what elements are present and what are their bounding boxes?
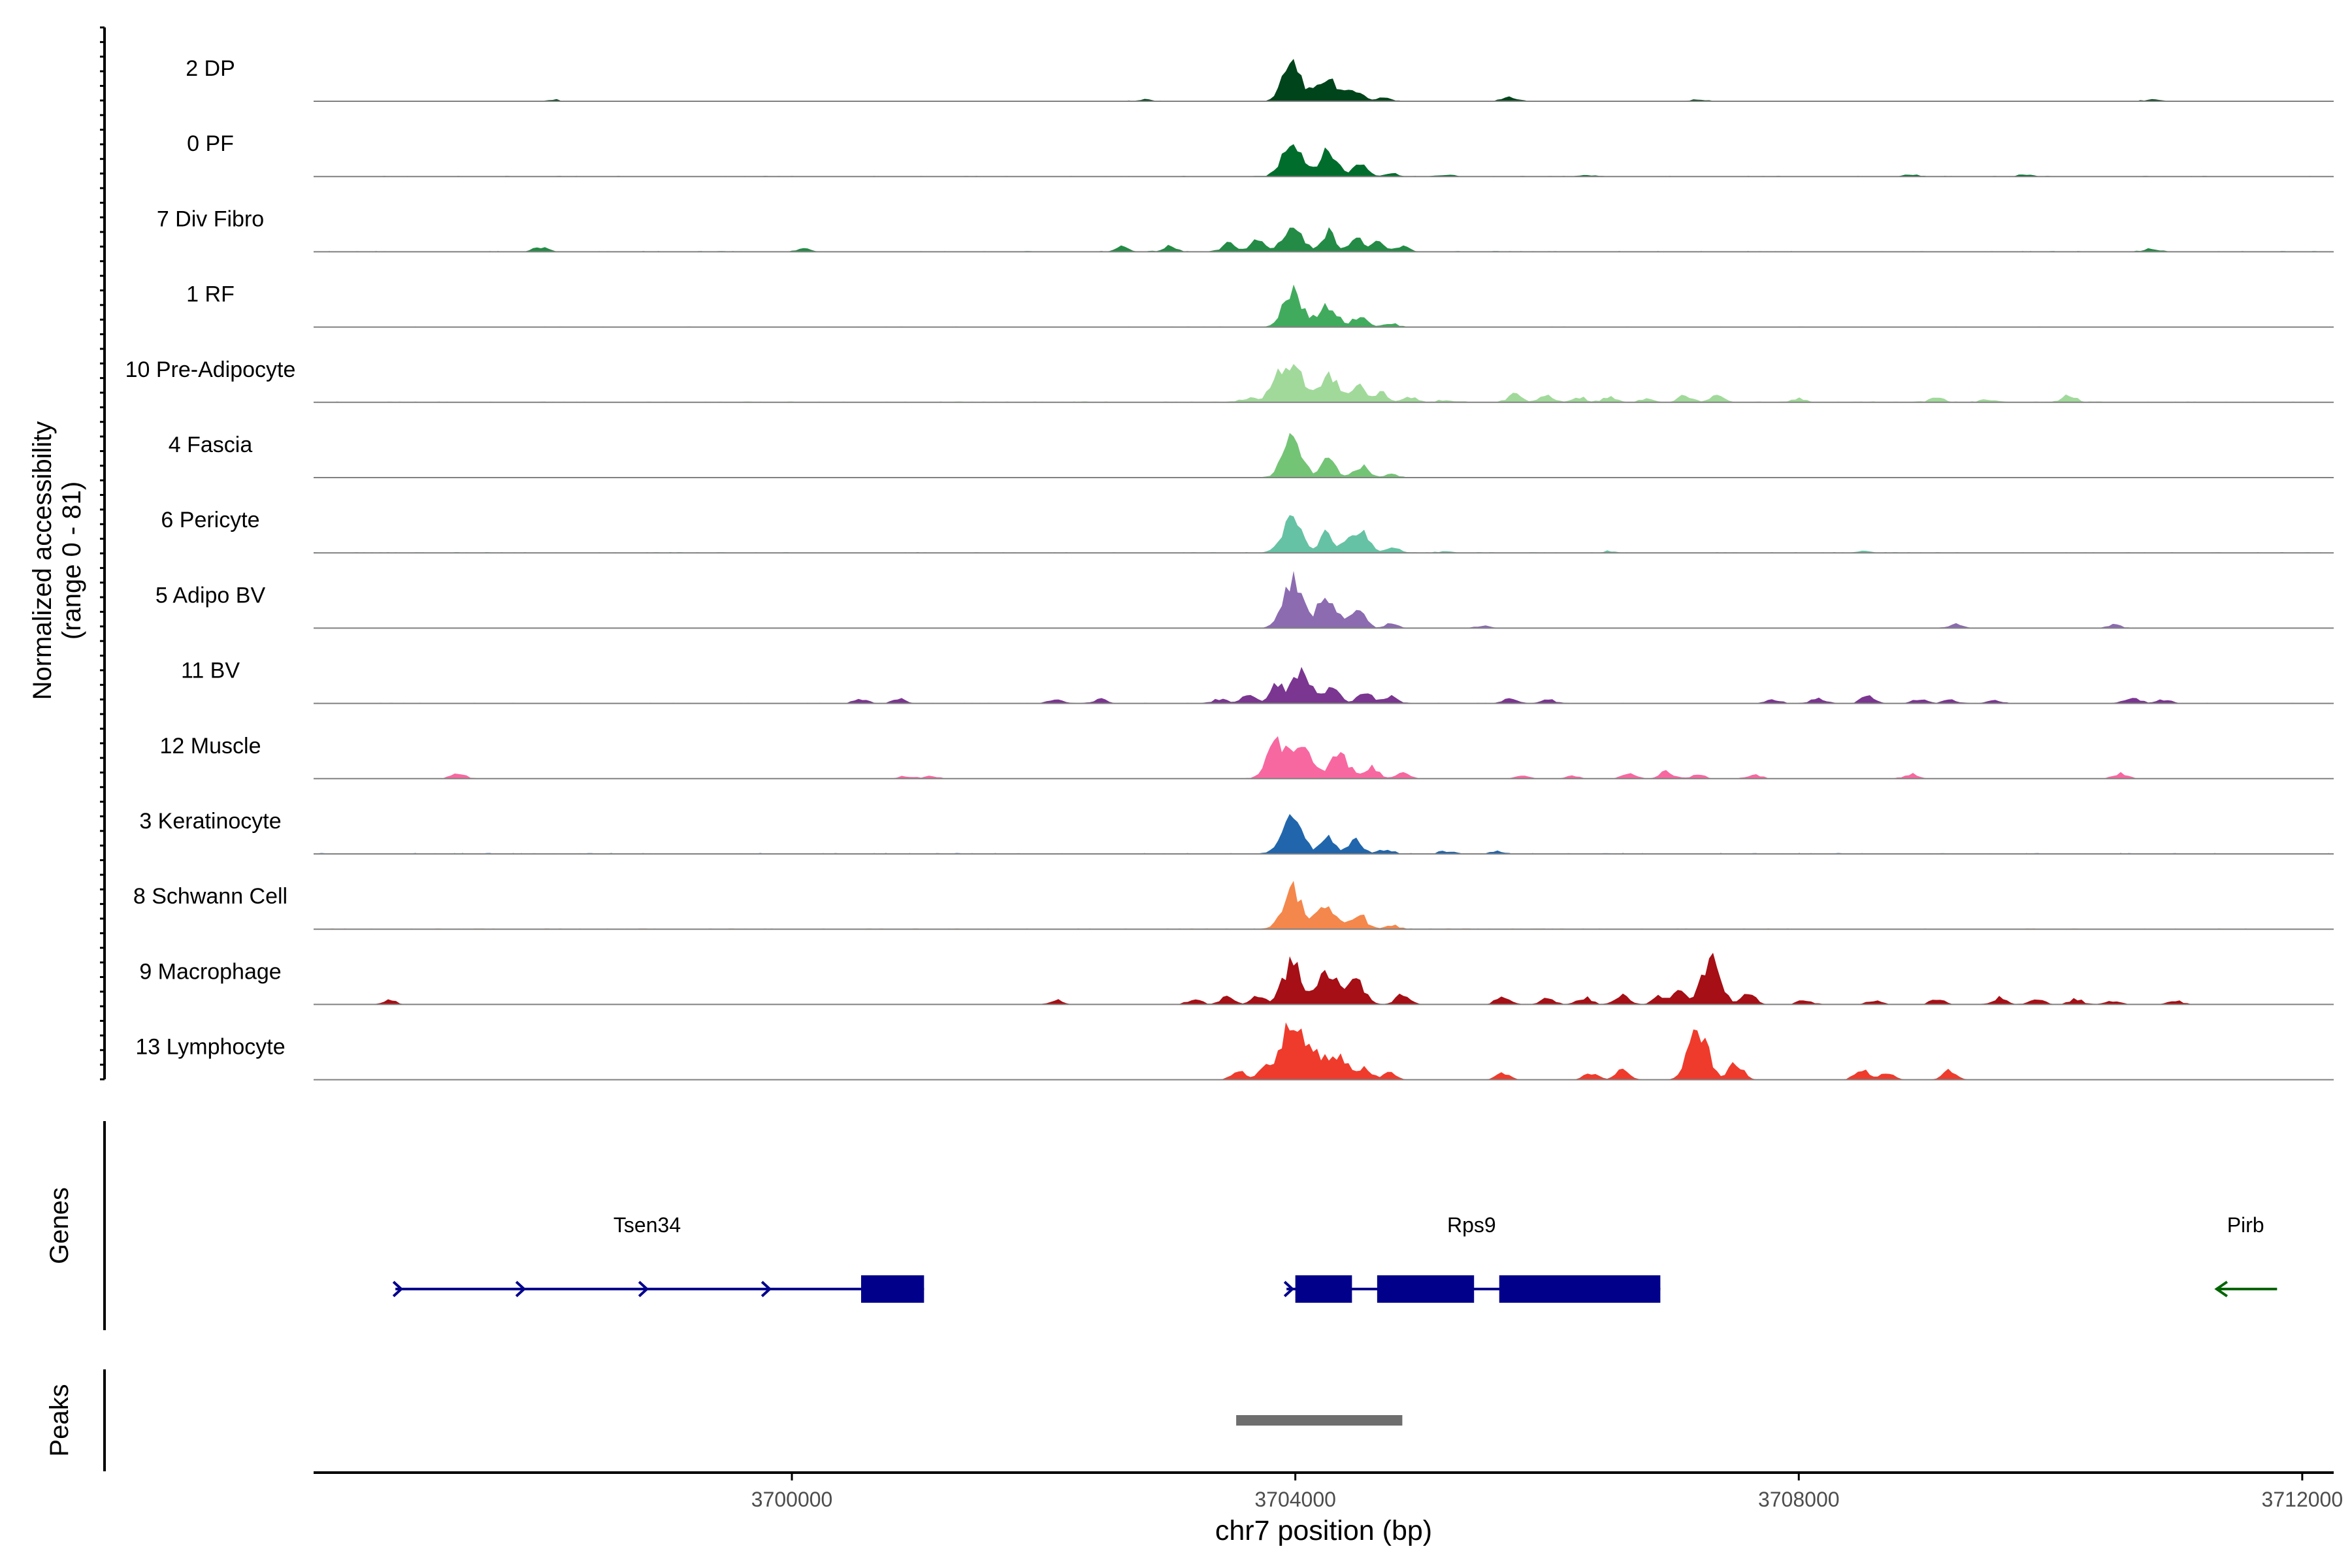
- x-tick-label: 3712000: [2262, 1488, 2344, 1511]
- track-area: [314, 284, 2334, 327]
- track-label: 6 Pericyte: [161, 508, 259, 532]
- track-area: [314, 227, 2334, 252]
- track-11: 8 Schwann Cell: [133, 881, 2334, 930]
- left-axis: [100, 26, 106, 1081]
- track-13: 13 Lymphocyte: [135, 1022, 2334, 1081]
- x-tick-label: 3704000: [1254, 1488, 1336, 1511]
- strand-arrow: [1283, 1281, 1295, 1298]
- track-area: [314, 953, 2334, 1005]
- track-6: 6 Pericyte: [161, 508, 2334, 554]
- track-5: 4 Fascia: [169, 433, 2334, 478]
- exon: [861, 1275, 924, 1303]
- track-3: 1 RF: [186, 282, 2334, 328]
- track-area: [314, 144, 2334, 177]
- track-label: 12 Muscle: [160, 734, 261, 759]
- track-area: [314, 1022, 2334, 1080]
- track-4: 10 Pre-Adipocyte: [125, 357, 2334, 403]
- track-label: 5 Adipo BV: [155, 583, 266, 608]
- gene-label: Tsen34: [613, 1213, 681, 1237]
- peak-track: [1236, 1415, 1403, 1426]
- track-area: [314, 570, 2334, 629]
- track-label: 7 Div Fibro: [157, 206, 264, 231]
- track-0: 2 DP: [186, 56, 2334, 102]
- exon: [1377, 1275, 1475, 1303]
- track-area: [314, 59, 2334, 101]
- peak-region: [1236, 1415, 1403, 1426]
- coverage-tracks: 2 DP 0 PF 7 Div Fibro 1 RF 10 Pre-Adipocyte 4…: [125, 56, 2334, 1081]
- gene-tsen34: Tsen34: [392, 1213, 924, 1303]
- strand-arrow: [515, 1281, 527, 1298]
- track-label: 10 Pre-Adipocyte: [125, 357, 296, 382]
- x-axis-label: chr7 position (bp): [1215, 1515, 1432, 1546]
- track-label: 3 Keratinocyte: [139, 809, 281, 834]
- genes-panel-label: Genes: [45, 1187, 74, 1264]
- exon: [1499, 1275, 1661, 1303]
- y-axis-label-line2: (range 0 - 81): [57, 482, 86, 640]
- track-label: 1 RF: [186, 282, 235, 307]
- gene-pirb: Pirb: [2214, 1213, 2278, 1298]
- track-label: 9 Macrophage: [139, 959, 281, 984]
- gene-label: Rps9: [1447, 1213, 1496, 1237]
- strand-arrow: [760, 1281, 772, 1298]
- strand-arrow: [2214, 1281, 2228, 1298]
- track-area: [314, 433, 2334, 478]
- track-10: 3 Keratinocyte: [139, 809, 2334, 855]
- gene-label: Pirb: [2227, 1213, 2264, 1237]
- track-8: 11 BV: [181, 659, 2334, 704]
- gene-track: Tsen34 Rps9 Pirb: [392, 1213, 2278, 1303]
- track-label: 4 Fascia: [169, 433, 253, 457]
- track-label: 0 PF: [187, 131, 234, 156]
- track-1: 0 PF: [187, 131, 2334, 178]
- track-label: 2 DP: [186, 56, 235, 81]
- track-9: 12 Muscle: [160, 734, 2334, 779]
- track-label: 8 Schwann Cell: [133, 884, 287, 909]
- gene-rps9: Rps9: [1283, 1213, 1661, 1303]
- track-12: 9 Macrophage: [139, 953, 2334, 1005]
- track-area: [314, 736, 2334, 779]
- x-tick-label: 3700000: [751, 1488, 833, 1511]
- x-axis-ticks: 3700000 3704000 3708000 3712000: [751, 1473, 2343, 1511]
- strand-arrow: [392, 1281, 404, 1298]
- track-label: 13 Lymphocyte: [135, 1035, 285, 1060]
- x-tick-label: 3708000: [1758, 1488, 1840, 1511]
- track-area: [314, 881, 2334, 930]
- track-7: 5 Adipo BV: [155, 570, 2334, 629]
- track-area: [314, 813, 2334, 854]
- track-area: [314, 515, 2334, 553]
- track-area: [314, 364, 2334, 402]
- y-axis-label-line1: Normalized accessibility: [28, 421, 57, 700]
- track-area: [314, 666, 2334, 704]
- track-2: 7 Div Fibro: [157, 206, 2334, 253]
- strand-arrow: [638, 1281, 649, 1298]
- exon: [1295, 1275, 1352, 1303]
- track-label: 11 BV: [181, 659, 240, 683]
- peaks-panel-label: Peaks: [45, 1384, 74, 1456]
